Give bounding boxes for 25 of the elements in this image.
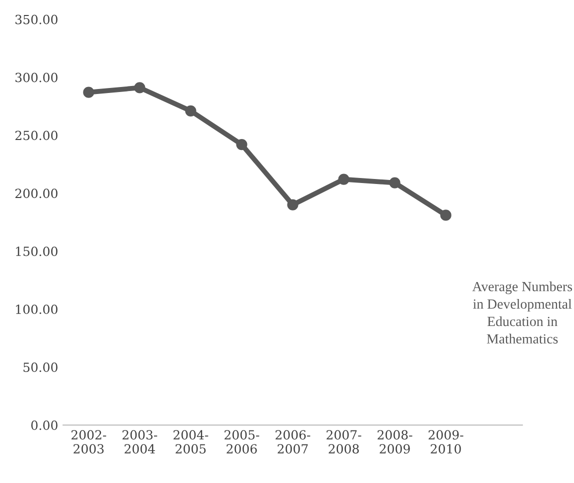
text: Average Numbers in Developmental Education in Mathematics xyxy=(472,282,572,344)
x-tick-label: 2006- 2007 xyxy=(276,430,310,454)
x-tick-label: 2009- 2010 xyxy=(428,430,464,454)
y-tick-label: 0.00 xyxy=(31,420,58,430)
point xyxy=(83,86,94,98)
x-tick-label: 2005- 2006 xyxy=(224,430,260,454)
y-tick-label: 100.00 xyxy=(16,304,58,314)
point xyxy=(236,138,248,150)
y-tick-label: 350.00 xyxy=(15,14,58,24)
point xyxy=(440,210,452,221)
y-tick-label: 200.00 xyxy=(15,188,58,198)
point xyxy=(338,174,350,185)
x-tick-label: 2004- 2005 xyxy=(174,430,208,454)
point xyxy=(185,105,196,116)
x-tick-label: 2007- 2008 xyxy=(326,430,362,454)
y-tick-label: 50.00 xyxy=(24,362,58,372)
y-tick-label: 250.00 xyxy=(15,130,58,140)
x-tick-label: 2003- 2004 xyxy=(122,430,158,454)
y-tick-label: 150.00 xyxy=(16,246,58,256)
point xyxy=(287,199,298,210)
x-tick-label: 2008- 2009 xyxy=(378,430,412,454)
point xyxy=(134,82,146,94)
y-tick-label: 300.00 xyxy=(15,72,58,82)
x-tick-label: 2002- 2003 xyxy=(71,430,106,454)
point xyxy=(389,177,400,188)
